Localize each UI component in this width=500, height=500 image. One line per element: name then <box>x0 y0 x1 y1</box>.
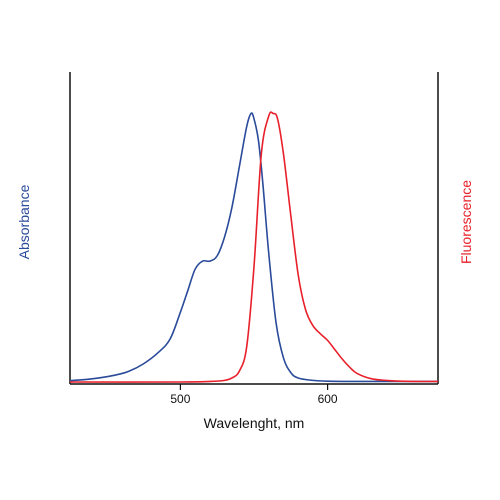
plot-frame <box>69 72 439 385</box>
series-layer <box>69 111 439 383</box>
absorbance-series-line <box>69 112 438 383</box>
x-tick-label: 500 <box>170 392 190 406</box>
fluorescence-series-line <box>69 111 439 383</box>
x-tick-label: 600 <box>318 392 338 406</box>
x-axis-title: Wavelenght, nm <box>204 415 305 431</box>
right-axis-title: Fluorescence <box>458 180 474 264</box>
x-axis-ticks: 500 600 <box>170 384 338 406</box>
left-axis-title: Absorbance <box>16 184 32 259</box>
